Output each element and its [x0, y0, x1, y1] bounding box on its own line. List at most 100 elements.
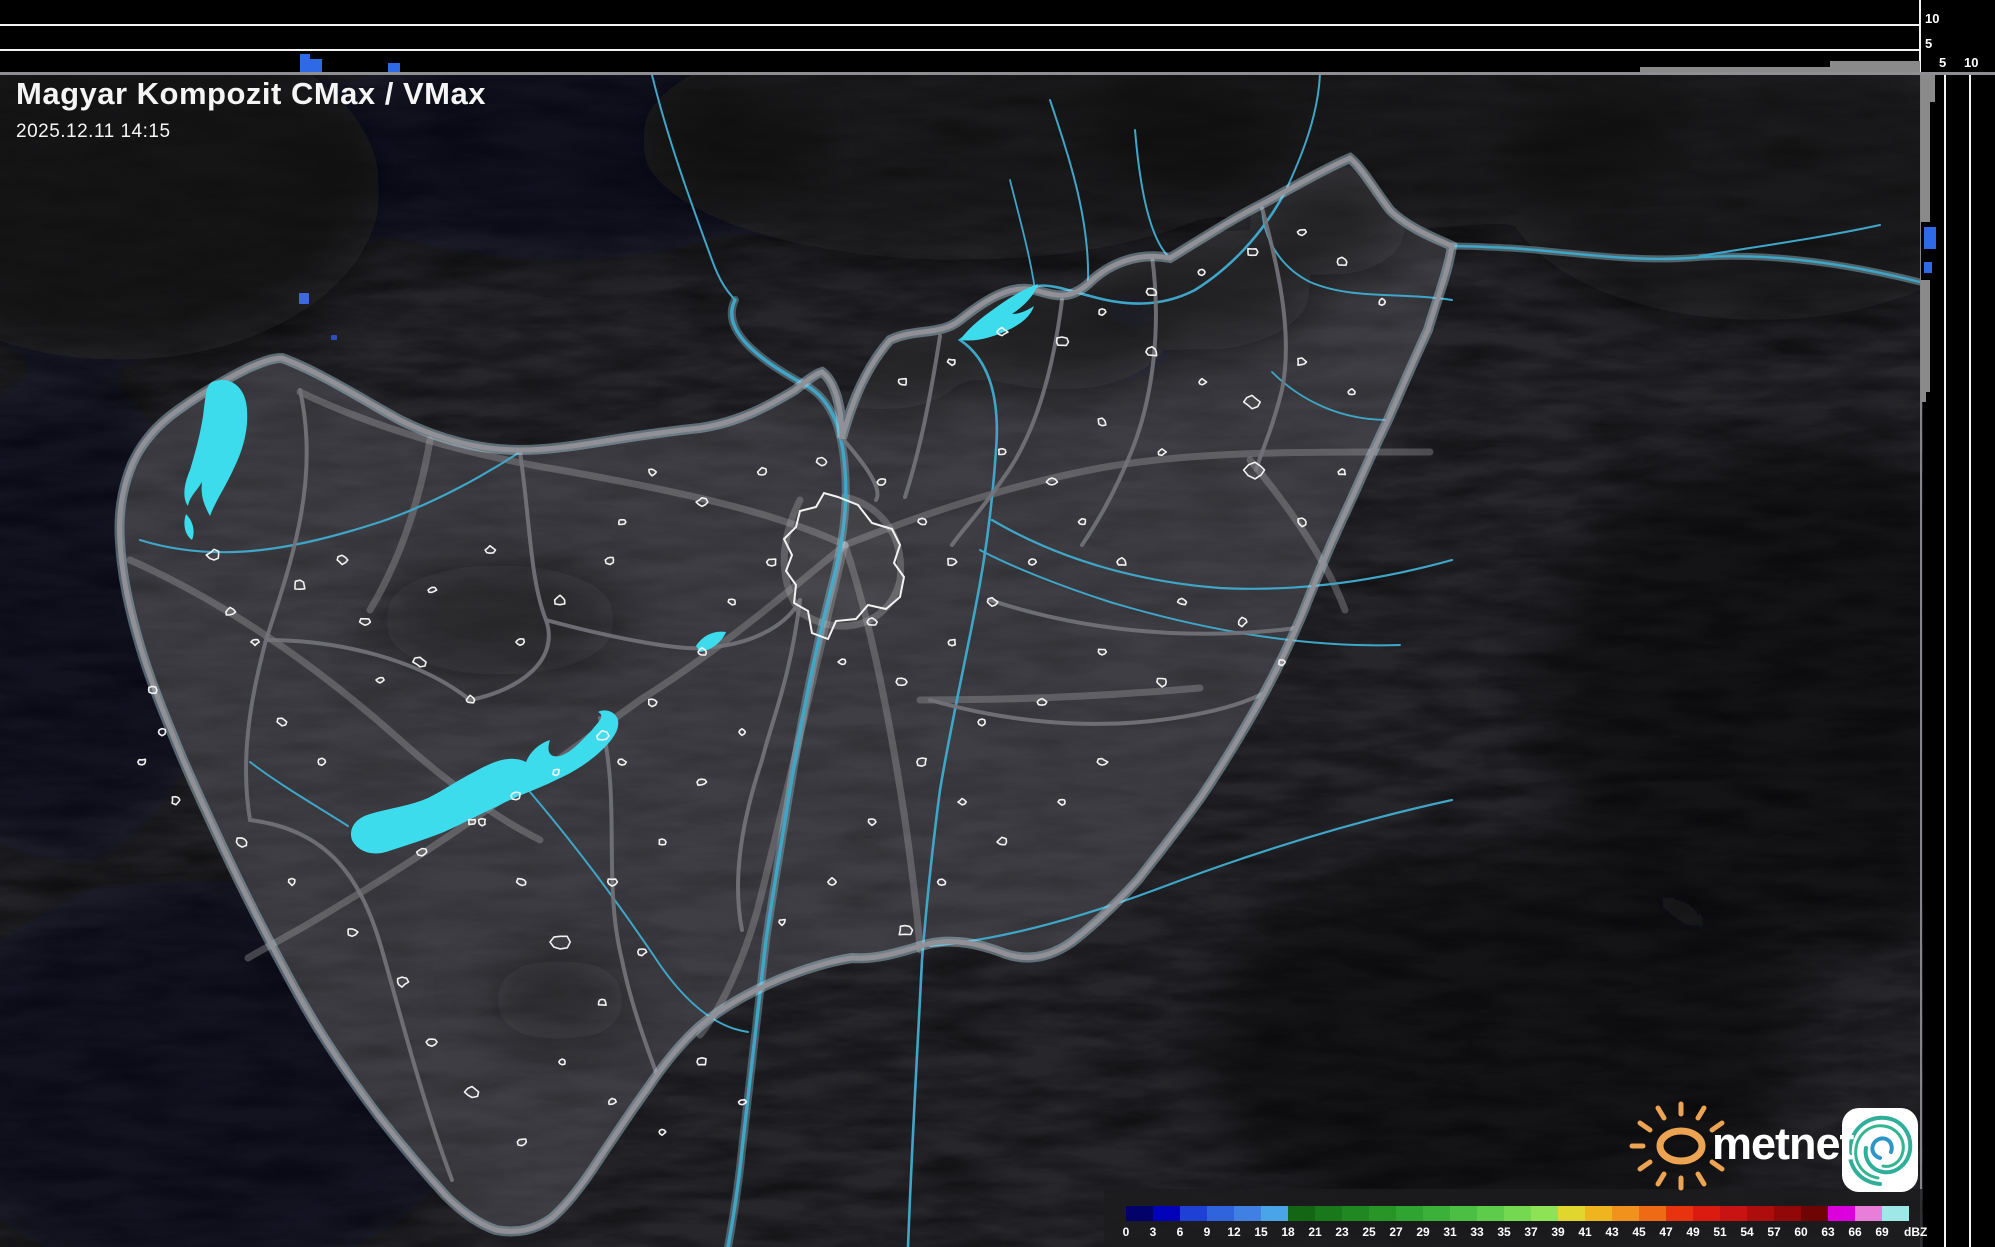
settlement-outline — [607, 1097, 618, 1106]
lake-tisza — [960, 284, 1038, 341]
settlement-outline — [552, 768, 561, 777]
settlement-outline — [1242, 461, 1266, 480]
dbz-color-segment — [1423, 1206, 1450, 1221]
dbz-color-segment — [1153, 1206, 1180, 1221]
top-profile-gridline — [0, 24, 1920, 26]
settlement-outline — [977, 718, 987, 727]
settlement-outline — [617, 758, 628, 766]
settlement-outline — [696, 1057, 707, 1066]
settlement-outline — [1197, 268, 1206, 277]
settlement-outline — [1242, 394, 1261, 410]
profile-corner-divider — [1919, 0, 1921, 74]
dbz-color-segment — [1477, 1206, 1504, 1221]
settlement-outline — [867, 818, 877, 827]
settlement-outline — [866, 616, 879, 626]
top-profile-gridline-label: 5 — [1925, 36, 1933, 51]
dbz-color-segment — [1747, 1206, 1774, 1221]
dbz-threshold-label: 37 — [1524, 1225, 1538, 1239]
lake-ferto — [184, 380, 248, 540]
dbz-threshold-label: 39 — [1551, 1225, 1565, 1239]
dbz-threshold-label: 18 — [1281, 1225, 1295, 1239]
settlement-outline — [617, 518, 627, 526]
settlement-outline — [347, 928, 359, 938]
top-terrain-bar — [1640, 67, 1830, 72]
top-height-profile-panel — [0, 0, 1995, 72]
dbz-color-segment — [1126, 1206, 1153, 1221]
dbz-threshold-label: 25 — [1362, 1225, 1376, 1239]
dbz-color-segment — [1180, 1206, 1207, 1221]
dbz-threshold-label: 31 — [1443, 1225, 1457, 1239]
radar-echo — [299, 293, 309, 304]
settlement-outline — [467, 818, 477, 826]
page-title: Magyar Kompozit CMax / VMax — [16, 76, 486, 111]
dbz-color-segment — [1774, 1206, 1801, 1221]
settlements-layer — [137, 228, 1387, 1147]
settlement-outline — [396, 976, 410, 988]
top-terrain-bar — [1830, 61, 1920, 72]
settlement-outline — [895, 677, 908, 687]
settlement-outline — [1278, 659, 1287, 667]
settlement-outline — [1176, 597, 1188, 606]
settlement-outline — [658, 1128, 667, 1137]
right-echo-bar — [1924, 227, 1936, 249]
settlement-outline — [917, 517, 928, 526]
settlement-outline — [1198, 377, 1208, 386]
settlement-outline — [147, 685, 158, 695]
metnet-branding: metnet — [1596, 1096, 1926, 1201]
dbz-color-segment — [1585, 1206, 1612, 1221]
dbz-color-segment — [1720, 1206, 1747, 1221]
dbz-color-segment — [1558, 1206, 1585, 1221]
dbz-color-segment — [1693, 1206, 1720, 1221]
top-profile-baseline — [0, 72, 1995, 75]
right-terrain-bar — [1921, 74, 1935, 102]
settlement-outline — [510, 791, 521, 801]
dbz-threshold-label: 0 — [1122, 1225, 1130, 1239]
dbz-color-segment — [1261, 1206, 1288, 1221]
settlement-outline — [946, 358, 956, 367]
dbz-threshold-label: 69 — [1875, 1225, 1889, 1239]
dbz-color-segment — [1882, 1206, 1909, 1221]
dbz-color-segment — [1612, 1206, 1639, 1221]
dbz-color-segment — [1666, 1206, 1693, 1221]
dbz-threshold-label: 54 — [1740, 1225, 1754, 1239]
title-block: Magyar Kompozit CMax / VMax 2025.12.11 1… — [16, 76, 486, 143]
right-profile-gridline-label: 10 — [1964, 55, 1979, 70]
dbz-threshold-label: 51 — [1713, 1225, 1727, 1239]
settlement-outline — [250, 638, 261, 647]
dbz-threshold-label: 27 — [1389, 1225, 1403, 1239]
dbz-threshold-label: 6 — [1176, 1225, 1184, 1239]
settlement-outline — [898, 924, 914, 936]
settlement-outline — [1055, 336, 1070, 347]
settlement-outline — [936, 878, 947, 887]
settlement-outline — [205, 548, 220, 561]
settlement-outline — [658, 838, 667, 846]
dbz-color-segment — [1801, 1206, 1828, 1221]
settlement-outline — [1027, 558, 1038, 566]
right-profile-gridline — [1944, 74, 1946, 1247]
settlement-outline — [235, 837, 248, 848]
dbz-color-segment — [1450, 1206, 1477, 1221]
settlement-outline — [477, 817, 487, 827]
right-echo-bar — [1924, 262, 1932, 273]
settlement-outline — [1297, 357, 1308, 367]
metnet-app-icon — [1842, 1108, 1918, 1192]
settlement-outline — [778, 918, 786, 927]
dbz-color-segment — [1504, 1206, 1531, 1221]
right-profile-gridline — [1969, 74, 1971, 1247]
settlement-outline — [225, 606, 237, 616]
settlement-outline — [897, 377, 908, 386]
dbz-threshold-label: 35 — [1497, 1225, 1511, 1239]
settlement-outline — [294, 579, 306, 591]
top-profile-gridline — [0, 49, 1920, 51]
dbz-threshold-label: 41 — [1578, 1225, 1592, 1239]
settlement-outline — [996, 326, 1009, 337]
settlement-outline — [171, 795, 181, 806]
settlement-outline — [826, 876, 838, 887]
settlement-outline — [1098, 308, 1107, 317]
settlement-outline — [1145, 287, 1158, 297]
settlement-outline — [647, 698, 658, 708]
dbz-threshold-label: 29 — [1416, 1225, 1430, 1239]
timestamp: 2025.12.11 14:15 — [16, 121, 171, 142]
